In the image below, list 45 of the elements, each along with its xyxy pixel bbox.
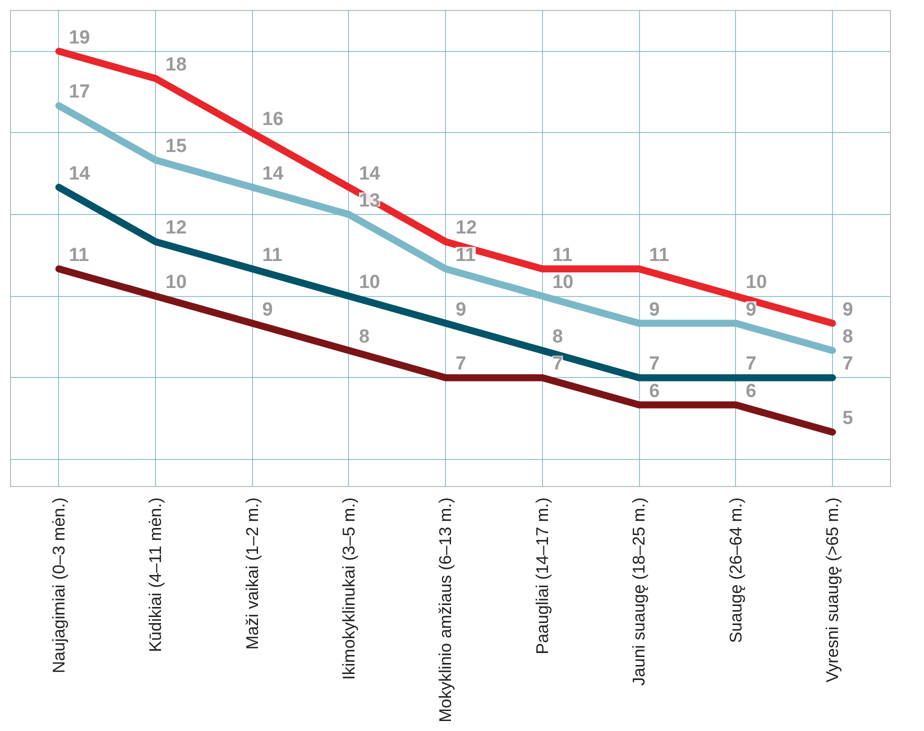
data-label: 14 — [68, 163, 90, 184]
data-label: 7 — [456, 354, 466, 375]
data-label: 9 — [262, 299, 273, 320]
x-tick-label: Naujagimiai (0–3 mėn.) — [49, 497, 68, 674]
data-label: 8 — [358, 326, 370, 348]
data-label: 12 — [456, 218, 477, 239]
data-label: 9 — [746, 299, 756, 320]
x-tick-label: Kūdikiai (4–11 mėn.) — [146, 497, 166, 652]
data-label: 5 — [842, 408, 854, 430]
data-label: 11 — [68, 244, 90, 266]
x-tick-label: Jauni suaugę (18–25 m.) — [630, 498, 649, 686]
data-label: 18 — [166, 54, 187, 76]
data-label: 7 — [552, 354, 563, 375]
data-label: 13 — [358, 190, 380, 212]
data-label: 16 — [262, 108, 284, 130]
data-label: 12 — [166, 218, 187, 239]
data-label: 7 — [649, 354, 660, 375]
x-tick-label: Maži vaikai (1–2 m.) — [242, 497, 262, 650]
x-tick-label: Ikimokyklinukai (3–5 m.) — [339, 498, 358, 680]
x-tick-label: Paaugliai (14–17 m.) — [532, 497, 552, 654]
data-label: 6 — [649, 380, 660, 402]
data-label: 19 — [68, 27, 90, 48]
data-label: 6 — [746, 380, 756, 402]
data-label: 11 — [552, 244, 573, 266]
data-label: 7 — [842, 354, 854, 375]
x-tick-label: Mokyklinio amžiaus (6–13 m.) — [436, 497, 456, 722]
data-label: 9 — [842, 299, 854, 320]
data-label: 10 — [552, 272, 574, 294]
data-label: 11 — [262, 244, 283, 266]
data-label: 11 — [649, 244, 670, 266]
data-label: 7 — [746, 354, 756, 375]
data-label: 8 — [842, 326, 854, 348]
data-label: 17 — [68, 82, 90, 103]
data-label: 8 — [552, 326, 563, 348]
data-label: 9 — [456, 299, 466, 320]
data-label: 14 — [358, 163, 381, 184]
data-label: 11 — [456, 244, 476, 266]
x-tick-label: Suaugę (26–64 m.) — [726, 497, 746, 644]
data-label: 15 — [166, 136, 188, 158]
data-label: 10 — [166, 272, 187, 294]
data-label: 14 — [262, 163, 284, 184]
data-label: 10 — [358, 272, 380, 294]
x-tick-label: Vyresni suaugę (>65 m.) — [822, 497, 842, 683]
data-label: 9 — [649, 299, 660, 320]
data-label: 10 — [746, 272, 767, 294]
